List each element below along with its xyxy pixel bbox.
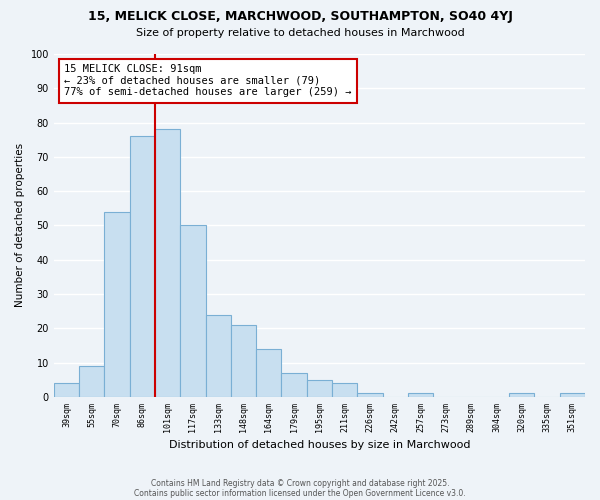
Bar: [358, 394, 383, 397]
Bar: [206, 314, 231, 397]
Text: 15, MELICK CLOSE, MARCHWOOD, SOUTHAMPTON, SO40 4YJ: 15, MELICK CLOSE, MARCHWOOD, SOUTHAMPTON…: [88, 10, 512, 23]
Bar: [332, 383, 358, 397]
Bar: [79, 366, 104, 397]
Bar: [560, 394, 585, 397]
Text: 15 MELICK CLOSE: 91sqm
← 23% of detached houses are smaller (79)
77% of semi-det: 15 MELICK CLOSE: 91sqm ← 23% of detached…: [64, 64, 352, 98]
Y-axis label: Number of detached properties: Number of detached properties: [15, 144, 25, 308]
Text: Contains public sector information licensed under the Open Government Licence v3: Contains public sector information licen…: [134, 488, 466, 498]
Bar: [180, 226, 206, 397]
Bar: [155, 130, 180, 397]
X-axis label: Distribution of detached houses by size in Marchwood: Distribution of detached houses by size …: [169, 440, 470, 450]
Bar: [256, 349, 281, 397]
Bar: [408, 394, 433, 397]
Bar: [509, 394, 535, 397]
Bar: [307, 380, 332, 397]
Bar: [281, 373, 307, 397]
Bar: [231, 325, 256, 397]
Text: Contains HM Land Registry data © Crown copyright and database right 2025.: Contains HM Land Registry data © Crown c…: [151, 478, 449, 488]
Bar: [130, 136, 155, 397]
Text: Size of property relative to detached houses in Marchwood: Size of property relative to detached ho…: [136, 28, 464, 38]
Bar: [54, 383, 79, 397]
Bar: [104, 212, 130, 397]
